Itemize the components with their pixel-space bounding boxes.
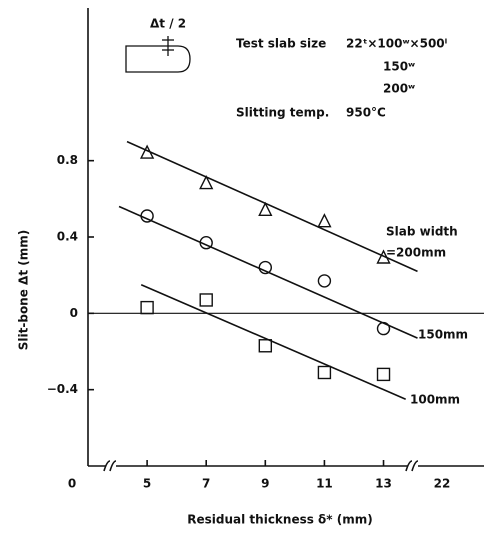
marker — [199, 175, 214, 190]
marker — [317, 274, 332, 288]
marker — [199, 236, 213, 250]
x-tick-label: 7 — [202, 477, 210, 491]
marker — [258, 339, 273, 353]
annotation: Test slab size — [236, 37, 326, 51]
y-tick-label: 0.4 — [57, 230, 78, 244]
fit-line — [140, 283, 407, 400]
marker — [317, 213, 332, 228]
x-tick-label: 9 — [261, 477, 269, 491]
y-tick-label: 0 — [70, 306, 78, 320]
marker — [199, 293, 213, 307]
marker — [258, 201, 273, 216]
y-tick-label: 0.8 — [57, 153, 78, 167]
x-tick-label: 5 — [143, 477, 151, 491]
slab-diagram — [125, 36, 191, 73]
y-axis-label: Slit-bone Δt (mm) — [17, 230, 31, 350]
annotation: 150ʷ — [383, 60, 415, 74]
annotation: Slab width — [386, 225, 458, 239]
marker — [140, 209, 154, 223]
fit-line — [126, 140, 418, 273]
y-tick-label: −0.4 — [47, 382, 78, 396]
axis-break — [103, 460, 419, 472]
marker — [140, 300, 154, 315]
marker — [139, 144, 155, 159]
series-label: 100mm — [410, 393, 460, 407]
x-tick-label: 11 — [316, 477, 333, 491]
annotation: 950°C — [346, 106, 386, 120]
marker — [376, 367, 391, 382]
marker — [376, 249, 391, 264]
series-label: =200mm — [386, 246, 446, 260]
x-tick-label: 13 — [375, 477, 392, 491]
marker — [376, 321, 391, 336]
marker — [317, 365, 332, 380]
x-tick-label: 22 — [434, 477, 451, 491]
annotation: Δt / 2 — [150, 17, 186, 31]
annotation: Slitting temp. — [236, 106, 329, 120]
annotation: 200ʷ — [383, 82, 415, 96]
annotation: 22ᵗ×100ʷ×500ˡ — [346, 37, 447, 51]
marker — [258, 260, 273, 275]
series-label: 150mm — [418, 328, 468, 342]
x-axis-label: Residual thickness δ* (mm) — [187, 513, 372, 527]
x-tick-label: 0 — [68, 477, 76, 491]
